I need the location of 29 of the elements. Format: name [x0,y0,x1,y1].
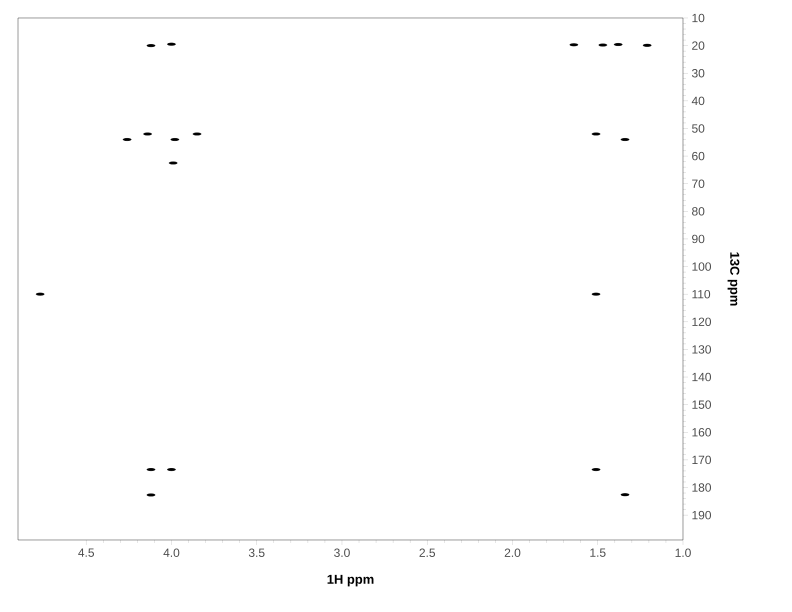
y-tick-label: 140 [692,372,711,382]
y-tick-label: 40 [692,96,704,106]
x-tick-label: 3.5 [248,548,265,557]
x-tick-label: 1.0 [676,548,691,557]
x-tick-label: 1.5 [590,548,606,557]
y-tick-label: 190 [692,510,711,520]
x-axis-title: 1H ppm [328,574,374,586]
y-tick-label: 150 [692,400,711,409]
y-tick-label: 120 [692,318,711,326]
x-tick-label: 4.5 [78,548,94,557]
y-tick-label: 130 [692,345,711,354]
y-tick-label: 90 [692,234,704,244]
y-tick-label: 30 [692,69,704,78]
y-tick-label: 60 [692,152,704,160]
y-tick-label: 180 [692,483,711,492]
y-axis-title: 13C ppm [728,252,740,306]
x-tick-label: 4.0 [163,548,180,557]
y-tick-label: 100 [692,262,711,271]
y-tick-label: 50 [692,124,704,133]
x-tick-label: 3.0 [334,548,350,557]
y-tick-label: 170 [692,456,711,464]
x-tick-label: 2.5 [420,548,436,557]
y-tick-label: 160 [692,428,711,436]
x-tick-label: 2.0 [504,548,520,557]
y-tick-label: 70 [692,179,704,188]
y-tick-label: 10 [692,14,704,22]
y-tick-label: 80 [692,207,704,216]
y-tick-label: 20 [692,41,704,50]
y-tick-label: 110 [692,290,710,298]
